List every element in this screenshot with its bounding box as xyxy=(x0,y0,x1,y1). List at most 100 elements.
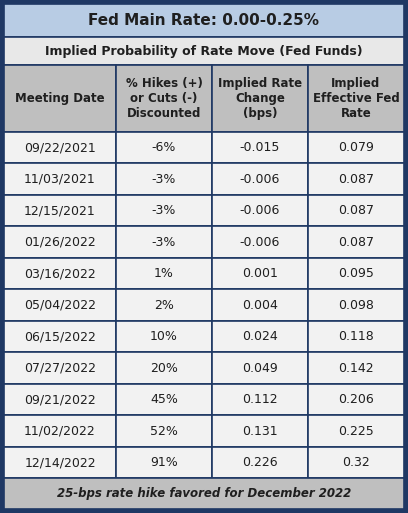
Bar xyxy=(308,163,404,195)
Text: 06/15/2022: 06/15/2022 xyxy=(24,330,96,343)
Text: -3%: -3% xyxy=(152,173,176,186)
Text: Fed Main Rate: 0.00-0.25%: Fed Main Rate: 0.00-0.25% xyxy=(89,13,319,28)
Text: 0.049: 0.049 xyxy=(242,362,278,374)
Bar xyxy=(4,479,404,509)
Text: 09/22/2021: 09/22/2021 xyxy=(24,141,96,154)
Bar xyxy=(308,447,404,479)
Bar xyxy=(308,195,404,226)
Text: -3%: -3% xyxy=(152,204,176,217)
Bar xyxy=(4,226,116,258)
Bar xyxy=(212,289,308,321)
Text: 2%: 2% xyxy=(154,299,174,311)
Text: -0.006: -0.006 xyxy=(240,235,280,249)
Bar xyxy=(308,289,404,321)
Bar xyxy=(116,447,212,479)
Text: Implied Probability of Rate Move (Fed Funds): Implied Probability of Rate Move (Fed Fu… xyxy=(45,45,363,58)
Bar xyxy=(308,352,404,384)
Bar xyxy=(116,163,212,195)
Bar xyxy=(212,352,308,384)
Text: -0.006: -0.006 xyxy=(240,204,280,217)
Text: 0.142: 0.142 xyxy=(338,362,374,374)
Text: Implied Rate
Change
(bps): Implied Rate Change (bps) xyxy=(218,77,302,120)
Bar xyxy=(116,132,212,163)
Text: 20%: 20% xyxy=(150,362,178,374)
Text: 0.226: 0.226 xyxy=(242,456,278,469)
Bar xyxy=(4,416,116,447)
Text: 0.131: 0.131 xyxy=(242,425,278,438)
Text: 0.001: 0.001 xyxy=(242,267,278,280)
Text: Implied
Effective Fed
Rate: Implied Effective Fed Rate xyxy=(313,77,399,120)
Bar xyxy=(4,384,116,416)
Text: 0.098: 0.098 xyxy=(338,299,374,311)
Text: 0.004: 0.004 xyxy=(242,299,278,311)
Bar xyxy=(212,447,308,479)
Text: 07/27/2022: 07/27/2022 xyxy=(24,362,96,374)
Bar xyxy=(212,65,308,132)
Text: 03/16/2022: 03/16/2022 xyxy=(24,267,96,280)
Bar xyxy=(308,416,404,447)
Bar xyxy=(212,384,308,416)
Text: 91%: 91% xyxy=(150,456,178,469)
Text: 0.32: 0.32 xyxy=(342,456,370,469)
Bar xyxy=(4,447,116,479)
Bar xyxy=(212,132,308,163)
Bar xyxy=(4,321,116,352)
Bar xyxy=(116,289,212,321)
Bar xyxy=(4,37,404,65)
Bar xyxy=(4,352,116,384)
Bar xyxy=(116,65,212,132)
Text: 11/02/2022: 11/02/2022 xyxy=(24,425,96,438)
Bar xyxy=(308,132,404,163)
Bar xyxy=(212,321,308,352)
Bar xyxy=(212,163,308,195)
Text: -6%: -6% xyxy=(152,141,176,154)
Bar xyxy=(4,195,116,226)
Text: 0.225: 0.225 xyxy=(338,425,374,438)
Bar xyxy=(212,226,308,258)
Bar xyxy=(4,4,404,37)
Text: 10%: 10% xyxy=(150,330,178,343)
Text: 0.087: 0.087 xyxy=(338,204,374,217)
Text: -3%: -3% xyxy=(152,235,176,249)
Bar xyxy=(4,258,116,289)
Bar xyxy=(308,226,404,258)
Text: 0.118: 0.118 xyxy=(338,330,374,343)
Bar xyxy=(212,416,308,447)
Text: -0.015: -0.015 xyxy=(240,141,280,154)
Text: 1%: 1% xyxy=(154,267,174,280)
Text: -0.006: -0.006 xyxy=(240,173,280,186)
Text: 0.087: 0.087 xyxy=(338,173,374,186)
Bar xyxy=(308,258,404,289)
Bar xyxy=(116,195,212,226)
Text: 11/03/2021: 11/03/2021 xyxy=(24,173,96,186)
Text: Meeting Date: Meeting Date xyxy=(15,92,105,105)
Bar xyxy=(308,65,404,132)
Text: 45%: 45% xyxy=(150,393,178,406)
Bar xyxy=(116,416,212,447)
Text: 0.024: 0.024 xyxy=(242,330,278,343)
Text: 0.087: 0.087 xyxy=(338,235,374,249)
Bar xyxy=(116,352,212,384)
Text: 05/04/2022: 05/04/2022 xyxy=(24,299,96,311)
Text: 12/14/2022: 12/14/2022 xyxy=(24,456,96,469)
Bar xyxy=(4,289,116,321)
Bar xyxy=(4,65,116,132)
Bar xyxy=(308,384,404,416)
Bar xyxy=(308,321,404,352)
Bar xyxy=(116,321,212,352)
Bar xyxy=(116,384,212,416)
Text: 0.206: 0.206 xyxy=(338,393,374,406)
Text: 12/15/2021: 12/15/2021 xyxy=(24,204,96,217)
Bar xyxy=(4,132,116,163)
Text: 01/26/2022: 01/26/2022 xyxy=(24,235,96,249)
Bar xyxy=(212,195,308,226)
Bar xyxy=(116,258,212,289)
Text: 25-bps rate hike favored for December 2022: 25-bps rate hike favored for December 20… xyxy=(57,487,351,500)
Bar xyxy=(4,163,116,195)
Text: 0.079: 0.079 xyxy=(338,141,374,154)
Text: 52%: 52% xyxy=(150,425,178,438)
Bar xyxy=(212,258,308,289)
Text: 0.112: 0.112 xyxy=(242,393,278,406)
Text: 09/21/2022: 09/21/2022 xyxy=(24,393,96,406)
Bar xyxy=(116,226,212,258)
